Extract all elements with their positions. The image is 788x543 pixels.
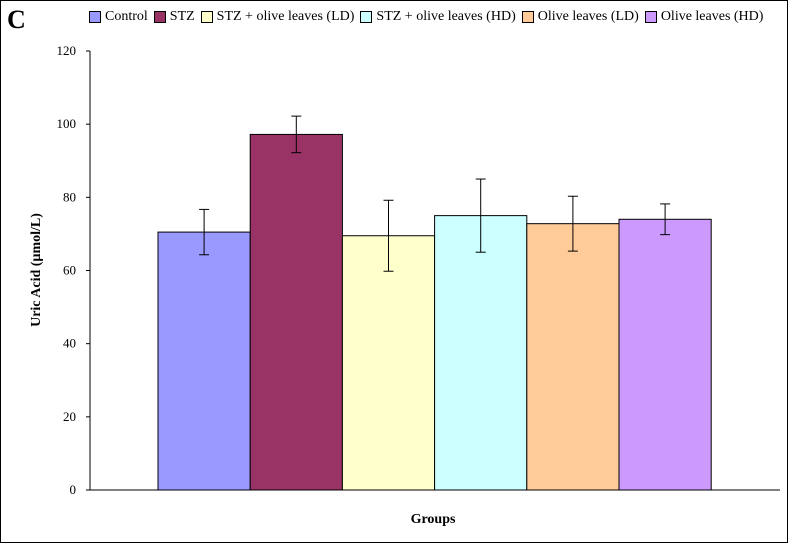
error-bar-6 bbox=[660, 203, 671, 236]
y-tick-label: 40 bbox=[63, 336, 76, 351]
legend-swatch bbox=[200, 11, 213, 23]
legend-item: Olive leaves (LD) bbox=[521, 9, 639, 25]
legend-swatch bbox=[644, 11, 657, 23]
error-bars-layer bbox=[199, 115, 671, 272]
bar-3 bbox=[341, 235, 436, 491]
y-tick-label: 80 bbox=[63, 189, 76, 204]
legend-item: STZ bbox=[153, 9, 195, 25]
bar-5 bbox=[526, 223, 620, 491]
x-axis-title: Groups bbox=[411, 512, 456, 527]
error-bar-3 bbox=[383, 199, 394, 272]
panel-label: C bbox=[7, 5, 26, 34]
legend-item: Control bbox=[89, 9, 148, 25]
bar-6 bbox=[618, 218, 712, 491]
y-tick-label: 60 bbox=[63, 263, 76, 278]
y-tick-label: 100 bbox=[57, 116, 77, 131]
legend-label: STZ + olive leaves (LD) bbox=[216, 9, 355, 24]
legend-swatch bbox=[153, 11, 166, 23]
error-bar-1 bbox=[199, 208, 210, 256]
legend-item: Olive leaves (HD) bbox=[644, 9, 764, 25]
legend-label: Olive leaves (HD) bbox=[660, 9, 764, 24]
error-bar-4 bbox=[475, 178, 486, 253]
bar-1 bbox=[157, 231, 251, 491]
legend-item: STZ + olive leaves (HD) bbox=[360, 9, 516, 25]
bar-2 bbox=[249, 133, 343, 491]
legend-swatch bbox=[521, 11, 534, 23]
error-bar-5 bbox=[567, 195, 578, 252]
legend-item: STZ + olive leaves (LD) bbox=[200, 9, 355, 25]
legend-label: Control bbox=[105, 9, 148, 24]
legend-label: STZ + olive leaves (HD) bbox=[376, 9, 516, 24]
y-axis-title: Uric Acid (µmol/L) bbox=[29, 213, 44, 327]
bar-4 bbox=[434, 215, 528, 491]
y-tick-label: 120 bbox=[57, 43, 77, 58]
y-tick-label: 20 bbox=[63, 409, 76, 424]
legend-swatch bbox=[89, 11, 101, 23]
error-bar-2 bbox=[291, 115, 302, 154]
legend-label: Olive leaves (LD) bbox=[537, 9, 639, 24]
bars-layer bbox=[157, 133, 712, 491]
legend-swatch bbox=[360, 11, 373, 23]
y-tick-label: 0 bbox=[70, 482, 77, 497]
legend-label: STZ bbox=[169, 9, 195, 24]
legend: Control STZ STZ + olive leaves (LD) STZ + o… bbox=[89, 9, 769, 25]
axes-layer: 0 20 40 60 80 100 120 bbox=[57, 43, 780, 497]
